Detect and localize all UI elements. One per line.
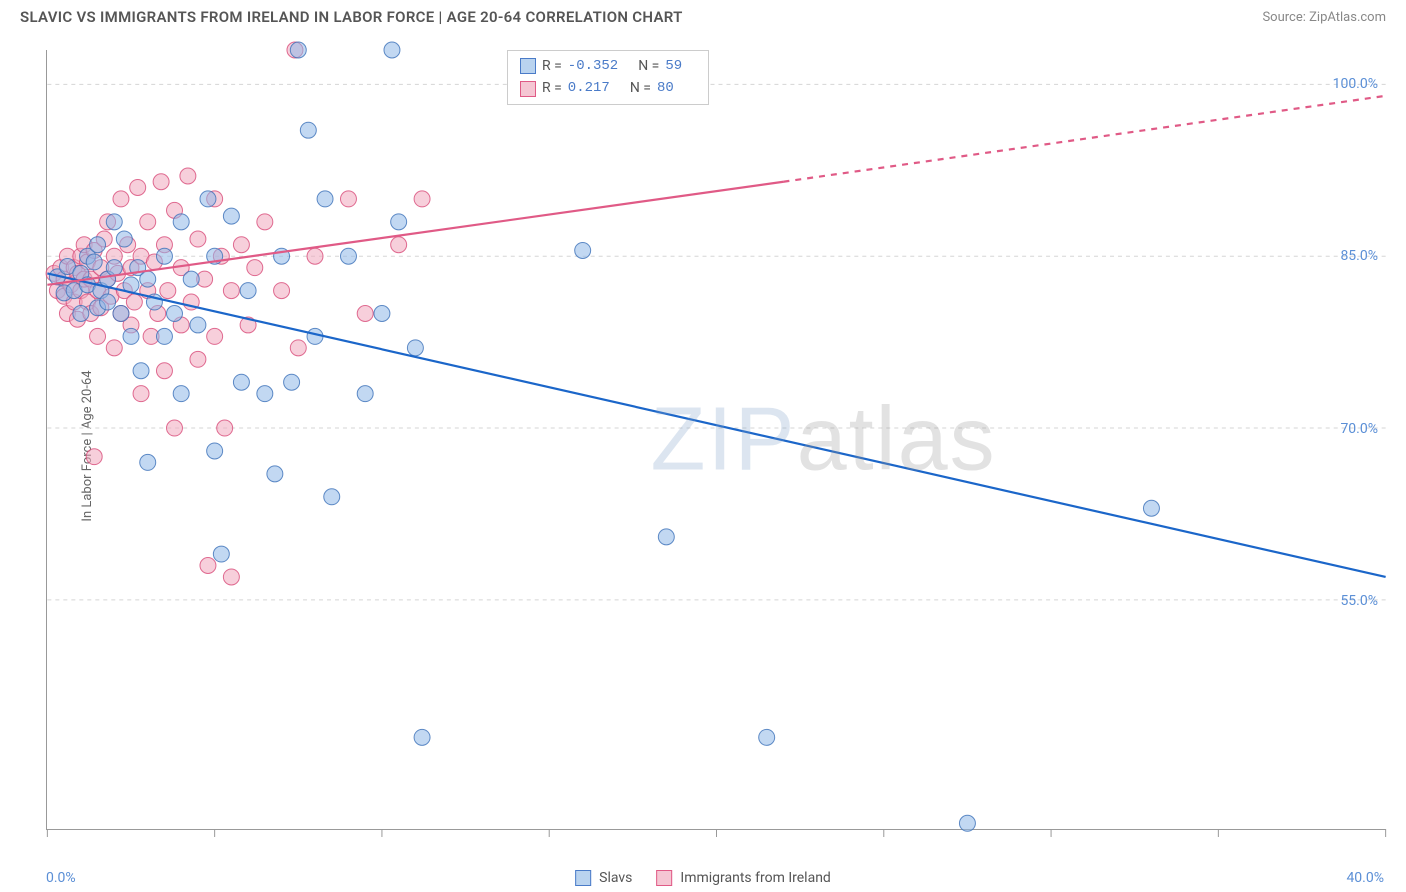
n-value-blue: 59 <box>665 55 696 77</box>
n-label: N = <box>638 55 659 77</box>
legend-label-slavs: Slavs <box>599 870 632 886</box>
legend-row-blue: R = -0.352 N = 59 <box>520 55 696 77</box>
swatch-pink <box>520 81 536 97</box>
legend-item-slavs: Slavs <box>575 870 632 886</box>
series-legend: Slavs Immigrants from Ireland <box>575 870 831 886</box>
swatch-ireland <box>656 870 672 886</box>
y-tick-label: 70.0% <box>1340 421 1378 437</box>
y-tick-label: 55.0% <box>1340 593 1378 609</box>
chart-container: SLAVIC VS IMMIGRANTS FROM IRELAND IN LAB… <box>0 0 1406 892</box>
r-label: R = <box>542 55 562 77</box>
source-label: Source: <box>1262 10 1305 25</box>
x-tick-0: 0.0% <box>46 870 76 886</box>
y-tick-label: 85.0% <box>1340 248 1378 264</box>
swatch-slavs <box>575 870 591 886</box>
legend-label-ireland: Immigrants from Ireland <box>680 870 830 886</box>
y-tick-label: 100.0% <box>1333 76 1378 92</box>
r-value-pink: 0.217 <box>568 77 624 99</box>
n-value-pink: 80 <box>657 77 688 99</box>
chart-header: SLAVIC VS IMMIGRANTS FROM IRELAND IN LAB… <box>0 0 1406 30</box>
r-label: R = <box>542 77 562 99</box>
legend-item-ireland: Immigrants from Ireland <box>656 870 830 886</box>
source-link[interactable]: ZipAtlas.com <box>1309 10 1386 25</box>
swatch-blue <box>520 58 536 74</box>
x-tick-40: 40.0% <box>1346 870 1384 886</box>
scatter-svg <box>47 50 1386 829</box>
correlation-legend: R = -0.352 N = 59 R = 0.217 N = 80 <box>507 50 709 105</box>
n-label: N = <box>630 77 651 99</box>
r-value-blue: -0.352 <box>568 55 632 77</box>
legend-row-pink: R = 0.217 N = 80 <box>520 77 696 99</box>
chart-title: SLAVIC VS IMMIGRANTS FROM IRELAND IN LAB… <box>20 8 683 26</box>
source-attribution: Source: ZipAtlas.com <box>1262 10 1386 25</box>
plot-area: R = -0.352 N = 59 R = 0.217 N = 80 ZIPat… <box>46 50 1386 830</box>
